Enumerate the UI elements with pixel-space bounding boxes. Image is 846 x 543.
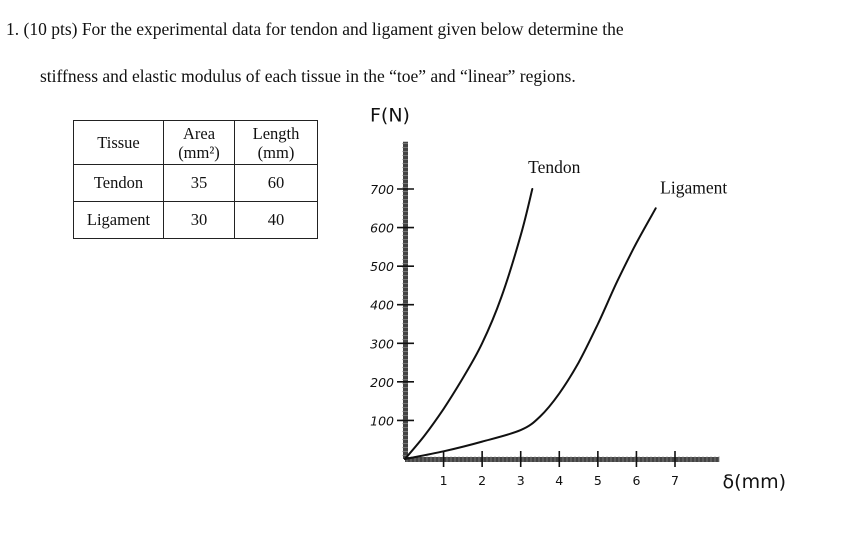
y-tick-label: 300 bbox=[370, 336, 394, 351]
y-tick-label: 500 bbox=[370, 259, 394, 274]
y-tick-labels: 100 200 300 400 500 600 700 bbox=[370, 182, 414, 428]
cell-tissue: Ligament bbox=[73, 201, 164, 239]
x-tick-label: 4 bbox=[555, 473, 563, 488]
tissue-data-table: Tissue Area (mm²) Length (mm) Tendon 35 … bbox=[73, 120, 318, 239]
y-axis-line bbox=[403, 141, 408, 459]
cell-length: 40 bbox=[234, 201, 318, 239]
question-line-2: stiffness and elastic modulus of each ti… bbox=[40, 66, 576, 86]
x-tick-label: 3 bbox=[517, 473, 525, 488]
series-line-ligament bbox=[404, 207, 657, 460]
y-tick-label: 200 bbox=[370, 375, 394, 390]
table-header-row: Tissue Area (mm²) Length (mm) bbox=[73, 120, 318, 165]
y-tick-label: 400 bbox=[370, 298, 394, 313]
header-length-line1: Length bbox=[252, 123, 300, 143]
header-length-line2: (mm) bbox=[257, 142, 295, 162]
x-axis-label: δ(mm) bbox=[723, 471, 786, 493]
question-line-1: 1. (10 pts) For the experimental data fo… bbox=[6, 19, 624, 39]
series-label-ligament: Ligament bbox=[660, 177, 727, 197]
header-area-line2: (mm²) bbox=[178, 142, 220, 162]
series-lines bbox=[404, 188, 657, 460]
y-axis-label: F(N) bbox=[370, 105, 410, 127]
header-area-line1: Area bbox=[182, 123, 216, 143]
cell-area: 30 bbox=[163, 201, 235, 239]
cell-area: 35 bbox=[163, 164, 235, 202]
y-tick-label: 100 bbox=[370, 413, 394, 428]
series-line-tendon bbox=[404, 188, 534, 460]
x-tick-labels: 1 2 3 4 5 6 7 bbox=[440, 451, 679, 488]
x-tick-label: 6 bbox=[632, 473, 640, 488]
y-tick-label: 600 bbox=[370, 221, 394, 236]
x-tick-label: 1 bbox=[440, 473, 448, 488]
y-tick-label: 700 bbox=[370, 182, 394, 197]
cell-tissue: Tendon bbox=[73, 164, 164, 202]
x-tick-label: 2 bbox=[478, 473, 486, 488]
cell-length: 60 bbox=[234, 164, 318, 202]
header-tissue: Tissue bbox=[73, 120, 164, 165]
table-row: Ligament 30 40 bbox=[73, 201, 318, 239]
table-row: Tendon 35 60 bbox=[73, 164, 318, 202]
x-axis-line bbox=[405, 457, 720, 462]
header-length: Length (mm) bbox=[234, 120, 318, 165]
x-tick-label: 5 bbox=[594, 473, 602, 488]
x-tick-label: 7 bbox=[671, 473, 679, 488]
chart-axes bbox=[402, 141, 720, 462]
series-label-tendon: Tendon bbox=[528, 157, 580, 177]
